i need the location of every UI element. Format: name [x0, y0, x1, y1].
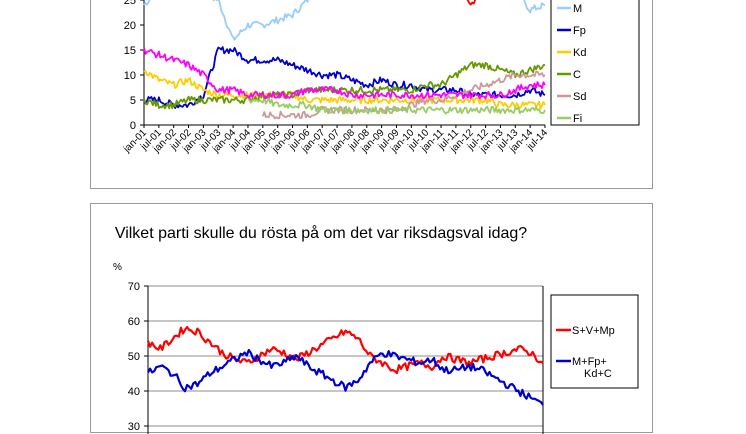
party-chart-panel: 0 5 10 15 20 25 jan-01 jul-01 jan-02 jul-02 jan-0… [90, 0, 653, 189]
series-line-unlabeled-7 [143, 47, 546, 100]
y-tick-label: 5 [130, 95, 136, 107]
legend-label-kd: Kd [573, 47, 586, 59]
y-tick-label: 25 [124, 0, 136, 7]
y-axis-ticks: 0 5 10 15 20 25 [124, 0, 545, 132]
series-line-unlabeled-1 [466, 0, 477, 6]
chart-title: Vilket parti skulle du rösta på om det v… [114, 225, 528, 242]
y-tick-label: 15 [124, 45, 136, 57]
legend-box [550, 0, 640, 126]
legend: S+V+Mp M+Fp+ Kd+C [550, 294, 639, 389]
legend: M Fp Kd C Sd Fi [550, 0, 640, 126]
series-line-m-fp-kd-c [147, 348, 544, 406]
legend-label-fi: Fi [573, 113, 582, 125]
series-line-s-v-mp [146, 325, 544, 375]
y-tick-label: 20 [124, 20, 136, 32]
series-line-kd [143, 70, 546, 110]
series-line-m [143, 0, 546, 41]
series-line-c [143, 61, 545, 110]
legend-box [550, 294, 639, 389]
series-line-fp [143, 46, 546, 109]
party-line-chart: 0 5 10 15 20 25 jan-01jul-01jan-02jul-02jan-0… [121, 0, 640, 155]
y-tick-label: 40 [128, 386, 140, 398]
legend-label-c: C [573, 69, 581, 81]
legend-label-s-v-mp: S+V+Mp [572, 325, 615, 337]
legend-label-fp: Fp [573, 25, 586, 37]
legend-label-m: M [573, 3, 582, 15]
y-tick-label: 10 [124, 70, 136, 82]
legend-label-m-fp: M+Fp+ [572, 356, 607, 368]
series-lines [143, 0, 546, 120]
series-lines [146, 325, 544, 406]
bloc-line-chart: 30 40 50 60 70 S+V+Mp M+Fp+ Kd+C [128, 281, 639, 434]
y-tick-label: 70 [128, 281, 140, 293]
y-tick-label: 30 [128, 421, 140, 433]
y-tick-label: 50 [128, 351, 140, 363]
legend-label-kd-c: Kd+C [584, 368, 612, 380]
series-line-fi [247, 96, 546, 115]
legend-label-sd: Sd [573, 91, 586, 103]
x-axis-ticks: jan-01jul-01jan-02jul-02jan-03jul-03jan-… [121, 125, 550, 155]
bloc-chart-panel: Vilket parti skulle du rösta på om det v… [90, 203, 653, 434]
y-axis-label: % [113, 262, 122, 273]
y-tick-label: 0 [130, 120, 136, 132]
y-tick-label: 60 [128, 316, 140, 328]
